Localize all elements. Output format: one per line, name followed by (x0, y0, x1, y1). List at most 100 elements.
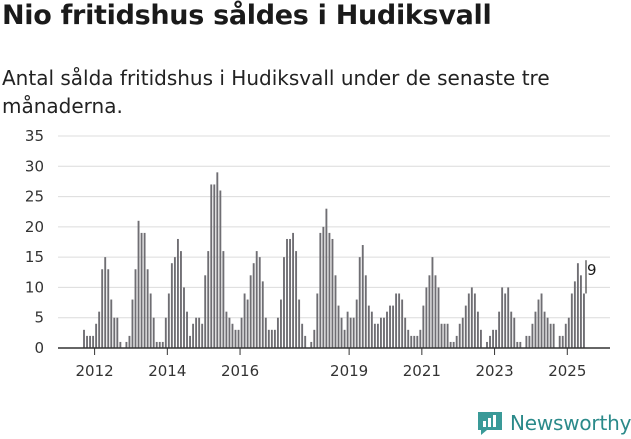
bar (143, 232, 146, 348)
bar (455, 335, 458, 348)
bar (173, 257, 176, 348)
bar (337, 305, 340, 348)
bar (234, 329, 237, 348)
bar (240, 317, 243, 348)
bar (473, 293, 476, 348)
bar (207, 251, 210, 348)
bar (561, 335, 564, 348)
bar (313, 329, 316, 348)
bars (83, 172, 585, 348)
newsworthy-brand[interactable]: Newsworthy (476, 408, 631, 438)
bar (464, 305, 467, 348)
bar (283, 257, 285, 348)
bar (343, 329, 346, 348)
bar (258, 257, 261, 348)
bar (98, 311, 101, 348)
bar (167, 293, 170, 348)
bar (219, 190, 222, 348)
bar (289, 238, 291, 348)
y-tick-label: 5 (34, 309, 44, 327)
bar (198, 317, 201, 348)
bar (492, 329, 494, 348)
bar (546, 317, 549, 348)
bar (407, 329, 410, 348)
bar (467, 293, 470, 348)
bar (280, 299, 282, 348)
bar (213, 184, 216, 348)
bar (152, 317, 155, 348)
bar (86, 335, 88, 348)
bar (486, 341, 488, 348)
x-tick-label: 2016 (221, 362, 259, 380)
axes (58, 347, 610, 355)
bar (183, 287, 185, 348)
bar (364, 275, 367, 348)
bar (255, 251, 258, 348)
bar (367, 305, 370, 348)
bar (204, 275, 207, 348)
bar (155, 341, 158, 348)
bar (431, 257, 434, 348)
bar (113, 317, 116, 348)
bar (373, 323, 376, 348)
bar (237, 329, 240, 348)
bar (370, 311, 373, 348)
bar (231, 323, 234, 348)
bar (425, 287, 428, 348)
chart-subtitle: Antal sålda fritidshus i Hudiksvall unde… (2, 66, 550, 118)
bar (355, 299, 358, 348)
bar (389, 305, 391, 348)
bar (261, 281, 264, 348)
bar (489, 335, 491, 348)
x-tick-label: 2023 (475, 362, 513, 380)
bar (576, 263, 579, 348)
bar (334, 275, 337, 348)
bar (404, 317, 407, 348)
bar (243, 293, 246, 348)
bar (570, 293, 573, 348)
bar (552, 323, 555, 348)
brand-name: Newsworthy (510, 411, 631, 435)
bar (567, 317, 570, 348)
bar (428, 275, 431, 348)
bar (137, 220, 140, 348)
bar (216, 172, 219, 348)
bar (579, 275, 582, 348)
x-tick-label: 2019 (330, 362, 368, 380)
bar (304, 335, 307, 348)
bar (210, 184, 213, 348)
bar (176, 238, 179, 348)
bar (519, 341, 522, 348)
bar (470, 287, 473, 348)
bar (170, 263, 173, 348)
bar (583, 293, 585, 348)
bar (89, 335, 91, 348)
bar (413, 335, 416, 348)
bar (264, 317, 267, 348)
bar (131, 299, 134, 348)
bar (158, 341, 161, 348)
grid-lines (58, 135, 610, 319)
x-tick-label: 2025 (548, 362, 586, 380)
bar (92, 335, 95, 348)
bar (525, 335, 528, 348)
bar (149, 293, 152, 348)
bar (322, 226, 325, 348)
bar (501, 287, 504, 348)
bar (376, 323, 379, 348)
bar (286, 238, 288, 348)
bar (516, 341, 519, 348)
bar (401, 299, 404, 348)
x-tick-label: 2012 (76, 362, 114, 380)
bar (249, 275, 252, 348)
bar (573, 281, 576, 348)
bar (104, 257, 107, 348)
bar (325, 208, 328, 348)
bar (192, 323, 195, 348)
bar (328, 232, 331, 348)
bar (495, 329, 498, 348)
bar (498, 311, 501, 348)
bar (346, 311, 349, 348)
bar (225, 311, 228, 348)
bar (476, 311, 479, 348)
